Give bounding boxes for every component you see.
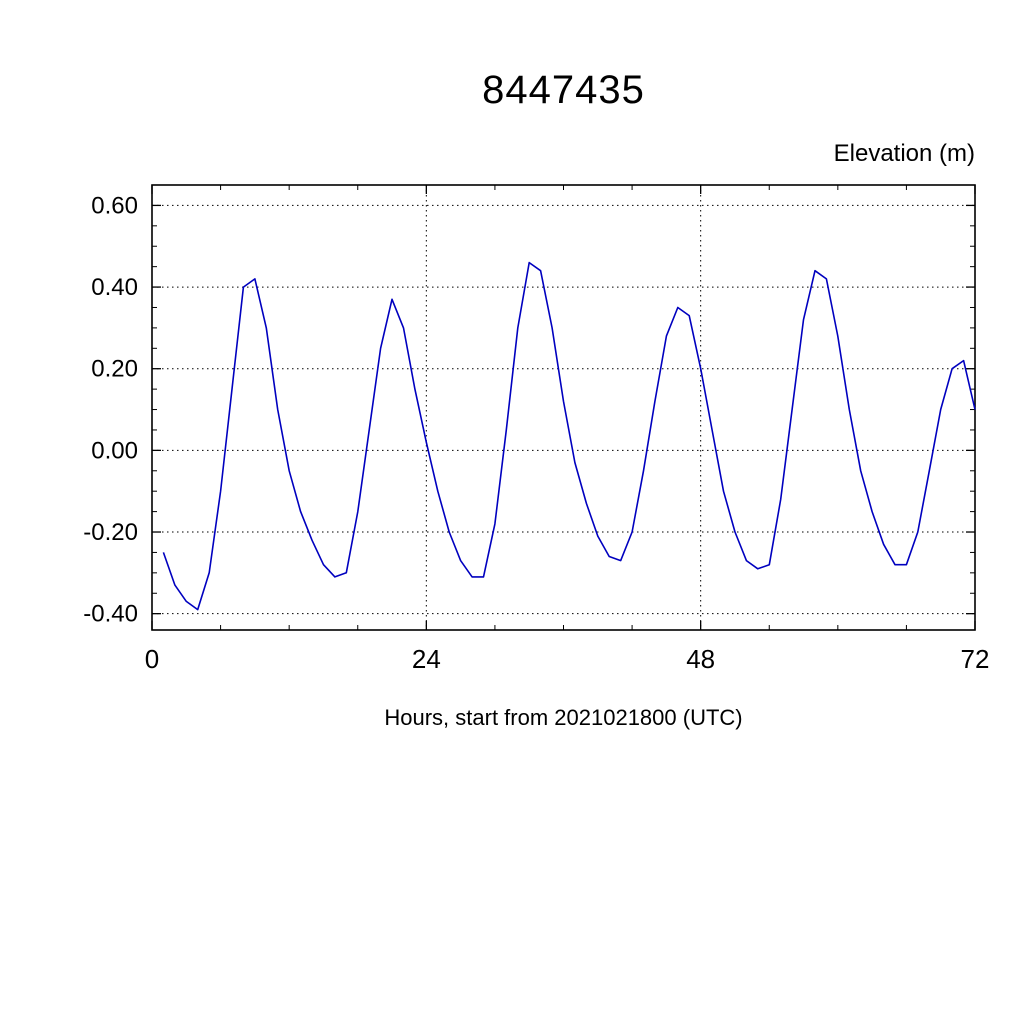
x-axis-label: Hours, start from 2021021800 (UTC) — [384, 705, 743, 730]
plot-border — [151, 184, 976, 631]
y-tick-label: -0.40 — [83, 601, 138, 628]
y-axis-unit-label: Elevation (m) — [833, 140, 975, 167]
x-tick-label: 24 — [412, 644, 441, 674]
x-tick-label: 72 — [961, 644, 990, 674]
chart-title: 8447435 — [482, 68, 645, 112]
x-tick-label: 0 — [145, 644, 159, 674]
y-tick-label: 0.20 — [91, 356, 138, 383]
elevation-line — [162, 261, 976, 611]
x-tick-label: 48 — [686, 644, 715, 674]
y-tick-label: 0.00 — [91, 437, 138, 464]
y-tick-label: 0.40 — [91, 274, 138, 301]
y-tick-label: 0.60 — [91, 192, 138, 219]
y-tick-label: -0.20 — [83, 519, 138, 546]
